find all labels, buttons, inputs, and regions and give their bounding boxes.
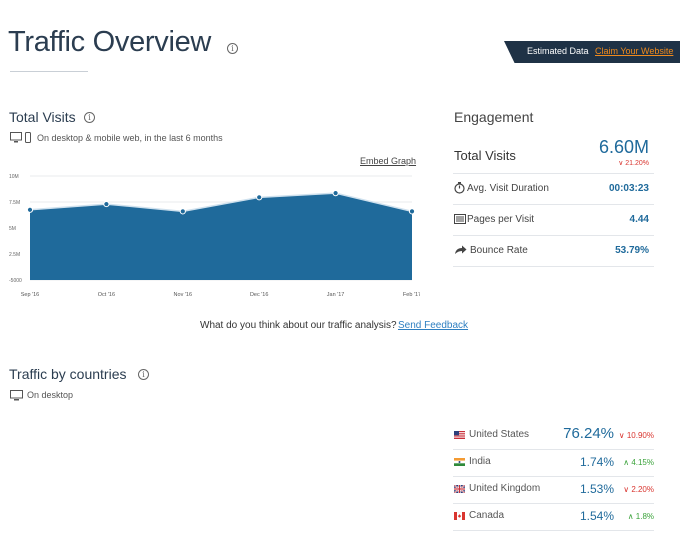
claim-website-link[interactable]: Claim Your Website — [595, 46, 674, 56]
x-tick-label: Sep '16 — [21, 292, 39, 298]
pages-label: Pages per Visit — [467, 214, 535, 225]
visits-area — [30, 193, 412, 280]
info-icon[interactable]: i — [227, 43, 238, 54]
data-point[interactable] — [26, 206, 34, 213]
data-point[interactable] — [179, 208, 186, 215]
countries-subtitle: On desktop — [27, 390, 74, 400]
duration-value: 00:03:23 — [608, 183, 649, 194]
pages-value: 4.44 — [629, 214, 649, 225]
chart-x-ticks: Sep '16 Oct '16 Nov '16 Dec '16 Jan '17 Feb '… — [21, 292, 420, 298]
traffic-by-countries-title: Traffic by countries — [9, 366, 127, 382]
total-visits-chart: 10M 7.5M 5M 2.5M -5000 Sep '16 Oct '16 Nov '16… — [9, 174, 420, 298]
x-tick-label: Nov '16 — [174, 292, 192, 298]
total-visits-label: Total Visits — [454, 148, 516, 163]
country-name: United States — [469, 429, 530, 440]
country-row-united-states[interactable]: United States 76.24% ∨ 10.90% — [453, 423, 654, 450]
country-change: ∨ 2.20% — [623, 485, 654, 494]
total-visits-title: Total Visits — [9, 109, 76, 125]
country-change: ∧ 1.8% — [627, 512, 654, 521]
embed-graph-link[interactable]: Embed Graph — [360, 156, 417, 166]
x-tick-label: Oct '16 — [98, 292, 115, 298]
pages-per-visit-row: Pages per Visit 4.44 — [453, 205, 654, 236]
visit-duration-row: Avg. Visit Duration 00:03:23 — [453, 174, 654, 205]
x-tick-label: Jan '17 — [327, 292, 345, 298]
data-point[interactable] — [408, 208, 416, 215]
title-underline — [10, 71, 88, 72]
us-flag-icon — [454, 431, 465, 439]
country-share: 76.24% — [563, 425, 614, 442]
y-tick-label: 5M — [9, 226, 16, 232]
bounce-value: 53.79% — [615, 245, 649, 256]
total-visits-subtitle: On desktop & mobile web, in the last 6 m… — [37, 133, 223, 143]
estimated-data-banner — [504, 41, 680, 63]
country-name: United Kingdom — [469, 483, 541, 494]
bounce-arrow-icon — [455, 245, 467, 254]
pages-icon — [454, 214, 466, 224]
country-share: 1.54% — [579, 509, 614, 523]
chart-y-ticks: 10M 7.5M 5M 2.5M -5000 — [9, 174, 22, 284]
total-visits-value: 6.60M — [598, 137, 649, 157]
chart-points — [26, 190, 416, 215]
country-name: Canada — [469, 510, 505, 521]
x-tick-label: Dec '16 — [250, 292, 268, 298]
desktop-icon — [10, 390, 23, 401]
y-tick-label: 7.5M — [9, 200, 20, 206]
country-row-united-kingdom[interactable]: United Kingdom 1.53% ∨ 2.20% — [453, 477, 654, 504]
duration-label: Avg. Visit Duration — [467, 183, 549, 194]
stopwatch-icon — [454, 182, 465, 194]
canada-flag-icon — [454, 512, 465, 520]
bounce-label: Bounce Rate — [470, 245, 528, 256]
engagement-total-visits-row: Total Visits 6.60M ∨ 21.20% — [453, 132, 654, 174]
y-tick-label: -5000 — [9, 278, 22, 284]
visits-line — [29, 192, 413, 213]
data-point[interactable] — [103, 200, 110, 208]
country-change: ∨ 10.90% — [618, 431, 654, 440]
data-point[interactable] — [256, 194, 263, 201]
estimated-data-label: Estimated Data — [527, 46, 589, 56]
y-tick-label: 10M — [9, 174, 19, 180]
country-row-canada[interactable]: Canada 1.54% ∧ 1.8% — [453, 504, 654, 531]
bounce-rate-row: Bounce Rate 53.79% — [453, 236, 654, 267]
feedback-question: What do you think about our traffic anal… — [200, 320, 397, 331]
desktop-mobile-icon — [10, 132, 31, 143]
total-visits-change: ∨ 21.20% — [618, 160, 649, 167]
engagement-title: Engagement — [454, 109, 534, 125]
send-feedback-link[interactable]: Send Feedback — [398, 320, 469, 331]
x-tick-label: Feb '17 — [403, 292, 420, 298]
country-share: 1.53% — [579, 482, 614, 496]
info-icon[interactable]: i — [138, 369, 149, 380]
country-row-india[interactable]: India 1.74% ∧ 4.15% — [453, 450, 654, 477]
info-icon[interactable]: i — [84, 112, 95, 123]
data-point[interactable] — [332, 190, 339, 197]
country-change: ∧ 4.15% — [623, 458, 654, 467]
uk-flag-icon — [454, 485, 465, 493]
y-tick-label: 2.5M — [9, 252, 20, 258]
india-flag-icon — [454, 458, 465, 466]
page-title: Traffic Overview — [8, 26, 212, 58]
country-name: India — [469, 456, 491, 467]
country-share: 1.74% — [579, 455, 614, 469]
